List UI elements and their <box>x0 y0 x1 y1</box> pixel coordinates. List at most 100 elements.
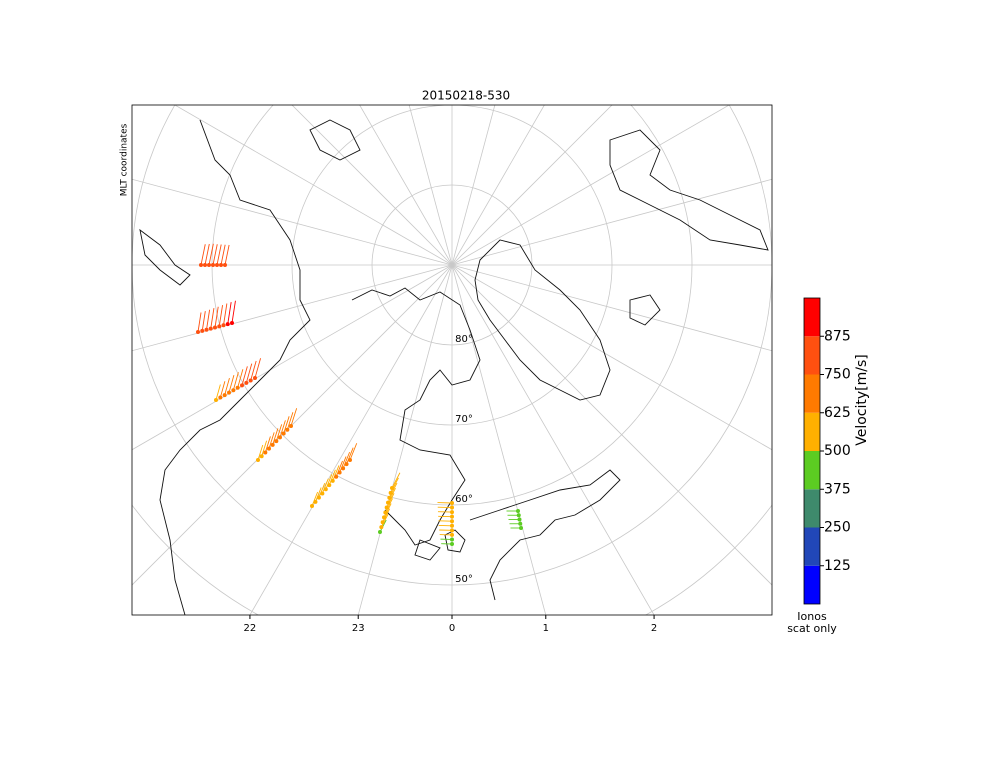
meridian-line <box>451 264 547 615</box>
vector-origin <box>517 517 522 522</box>
velocity-vector <box>245 363 253 384</box>
velocity-vector <box>254 358 261 379</box>
velocity-vector <box>283 416 290 434</box>
colorbar-tick-label: 125 <box>824 558 851 574</box>
vector-origin <box>450 542 454 546</box>
vector-origin <box>259 454 264 459</box>
mlt-tick-label: 22 <box>244 623 257 634</box>
velocity-vector <box>206 309 211 330</box>
vector-origin <box>235 385 240 390</box>
coastline <box>629 294 661 326</box>
velocity-vector <box>275 424 283 442</box>
meridian-line <box>451 178 772 266</box>
velocity-vector <box>321 478 329 494</box>
velocity-vector <box>342 451 351 469</box>
lat-label: 60° <box>455 494 473 505</box>
y-label: MLT coordinates <box>120 123 130 196</box>
velocity-vector <box>391 472 401 489</box>
coastline <box>139 228 191 286</box>
vector-origin <box>196 330 200 334</box>
colorbar-tick-label: 625 <box>824 405 851 421</box>
vector-origin <box>200 328 205 333</box>
coastline <box>351 287 481 546</box>
vector-origin <box>390 486 394 490</box>
velocity-vector <box>197 312 202 333</box>
vector-origin <box>388 490 393 495</box>
coastline <box>469 469 621 601</box>
vector-origin <box>270 442 275 447</box>
colorbar-segment <box>804 298 820 337</box>
velocity-vector <box>219 381 226 398</box>
lat-label: 50° <box>455 574 473 585</box>
meridian-line <box>359 105 453 266</box>
vector-origin <box>380 520 385 525</box>
vector-origin <box>330 478 335 483</box>
meridian-line <box>291 105 453 266</box>
coastline <box>309 119 361 161</box>
meridian-line <box>357 264 453 615</box>
colorbar-tick-label: 875 <box>824 328 851 344</box>
vector-origin <box>313 499 318 504</box>
mlt-tick-label: 2 <box>651 623 657 634</box>
vector-origin <box>450 537 454 542</box>
vector-origin <box>327 483 332 488</box>
lat-label: 80° <box>455 334 473 345</box>
vector-origin <box>289 424 293 428</box>
vector-origin <box>244 380 249 385</box>
vector-origin <box>387 495 392 500</box>
colorbar-tick-label: 750 <box>824 367 851 383</box>
velocity-vector <box>387 487 396 503</box>
vector-origin <box>379 525 384 530</box>
velocity-vector <box>237 369 244 388</box>
velocity-vector <box>215 384 221 401</box>
vector-origin <box>225 322 230 327</box>
velocity-vector <box>279 420 286 438</box>
vector-origin <box>323 487 328 492</box>
vector-origin <box>256 458 260 462</box>
vector-origin <box>382 515 386 520</box>
vector-origin <box>281 431 286 436</box>
vector-origin <box>450 532 454 537</box>
velocity-vector <box>232 372 239 391</box>
velocity-vector <box>257 444 264 461</box>
meridian-line <box>249 264 453 615</box>
velocity-vector <box>224 244 230 266</box>
velocity-vector <box>208 243 214 266</box>
vector-origin <box>384 505 389 510</box>
meridian-line <box>451 105 545 266</box>
vector-origin <box>223 263 227 267</box>
colorbar-tick-label: 375 <box>824 481 851 497</box>
velocity-vector <box>325 474 333 490</box>
vector-origin <box>378 530 382 534</box>
vector-origin <box>285 427 290 432</box>
coastline <box>159 119 311 615</box>
velocity-vector <box>261 440 268 457</box>
velocity-vector <box>382 508 391 523</box>
vector-origin <box>274 439 279 444</box>
vector-origin <box>213 325 217 330</box>
meridian-line <box>132 264 453 451</box>
vector-origin <box>230 321 234 325</box>
lat-label: 70° <box>455 414 473 425</box>
velocity-vector <box>241 366 248 386</box>
colorbar-segment <box>804 565 820 604</box>
colorbar-note: Ionos <box>797 610 827 623</box>
vector-layer <box>196 243 523 546</box>
vector-origin <box>240 383 244 388</box>
colorbar-note: scat only <box>787 622 837 635</box>
velocity-vector <box>264 436 271 453</box>
velocity-vector <box>216 244 222 266</box>
vector-origin <box>267 446 271 451</box>
vector-origin <box>450 519 454 524</box>
velocity-vector <box>380 513 389 528</box>
vector-origin <box>211 263 215 267</box>
velocity-vector <box>268 432 275 449</box>
vector-origin <box>231 388 236 393</box>
velocity-vector <box>228 375 235 393</box>
colorbar-segment <box>804 451 820 490</box>
colorbar-segment <box>804 489 820 528</box>
meridian-line <box>451 105 496 266</box>
vector-origin <box>215 263 219 267</box>
vector-origin <box>316 495 321 500</box>
